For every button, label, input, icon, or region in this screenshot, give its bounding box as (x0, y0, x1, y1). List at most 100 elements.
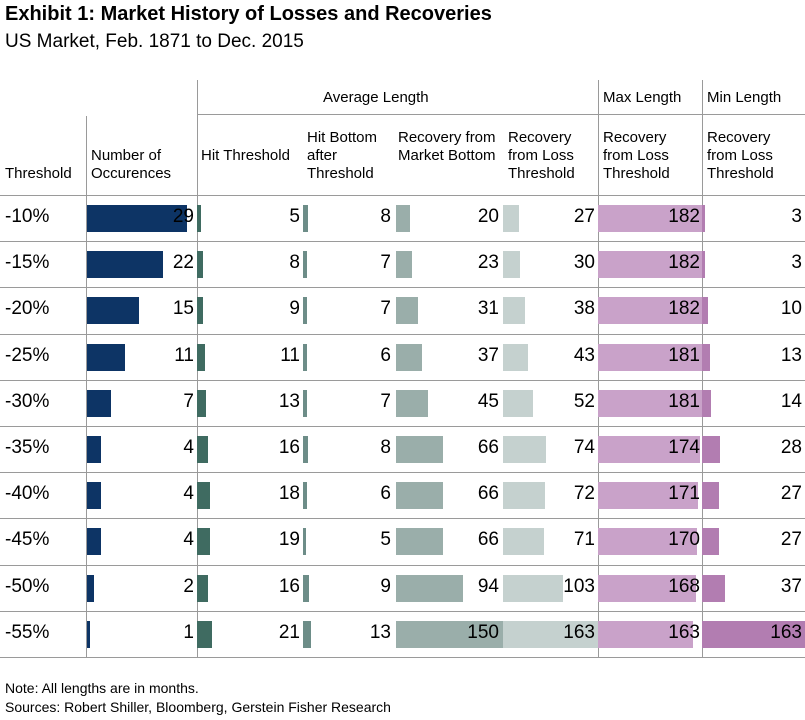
value-occurrences: 11 (174, 344, 194, 366)
value-recovery-loss-threshold-min: 3 (791, 206, 802, 227)
bar-recovery-market-bottom (396, 482, 444, 510)
header-recovery-market-bottom: Recovery from Market Bottom (398, 129, 496, 164)
row-divider (0, 472, 805, 474)
row-divider (0, 426, 805, 427)
value-recovery-loss-threshold-avg: 71 (573, 529, 595, 551)
bar-hit-threshold (197, 436, 209, 463)
header-threshold: Threshold (5, 165, 72, 182)
bar-occurrences (87, 482, 101, 510)
bar-recovery-loss-threshold-max (598, 251, 702, 279)
bar-hit-threshold (197, 205, 201, 232)
group-header-rule (197, 114, 805, 115)
bar-hit-threshold (197, 620, 212, 648)
bar-recovery-loss-threshold-min (702, 574, 726, 602)
row-label-threshold: -35% (5, 437, 50, 458)
bar-hit-threshold (197, 343, 205, 371)
bar-recovery-loss-threshold-min (702, 436, 720, 463)
bar-hit-bottom (303, 620, 312, 648)
value-recovery-loss-threshold-max: 182 (668, 252, 700, 274)
value-recovery-loss-threshold-avg: 52 (573, 390, 595, 412)
row-divider (0, 379, 805, 381)
bar-hit-bottom (303, 343, 307, 371)
value-recovery-loss-threshold-avg: 27 (573, 206, 595, 227)
bar-occurrences (87, 574, 94, 602)
bar-recovery-loss-threshold-max (598, 343, 702, 371)
bar-recovery-market-bottom (396, 436, 444, 463)
header-hit-threshold: Hit Threshold (201, 147, 290, 164)
value-recovery-loss-threshold-min: 28 (780, 437, 802, 458)
bar-occurrences (87, 297, 139, 325)
note-text: Note: All lengths are in months. (5, 680, 199, 696)
bar-recovery-loss-threshold-max (598, 389, 702, 417)
value-hit-bottom: 8 (380, 206, 391, 227)
row-divider (0, 518, 805, 520)
bar-hit-threshold (197, 528, 211, 556)
bar-hit-bottom (303, 436, 308, 463)
value-recovery-loss-threshold-avg: 43 (573, 344, 595, 366)
bar-recovery-market-bottom (396, 389, 429, 417)
row-divider (0, 657, 805, 658)
bar-recovery-loss-threshold-min (702, 297, 709, 325)
value-recovery-loss-threshold-avg: 38 (573, 298, 595, 320)
bar-recovery-loss-threshold-min (702, 205, 705, 232)
bar-hit-threshold (197, 574, 209, 602)
chart-subtitle: US Market, Feb. 1871 to Dec. 2015 (5, 31, 304, 52)
value-recovery-loss-threshold-max: 163 (668, 621, 700, 643)
value-recovery-market-bottom: 150 (467, 621, 499, 643)
value-recovery-loss-threshold-avg: 72 (573, 483, 595, 505)
value-recovery-market-bottom: 20 (477, 206, 499, 227)
value-hit-threshold: 13 (278, 390, 300, 412)
row-divider (0, 195, 805, 196)
bar-occurrences (87, 436, 101, 463)
bar-recovery-market-bottom (396, 528, 444, 556)
value-recovery-loss-threshold-min: 163 (770, 621, 802, 643)
value-recovery-loss-threshold-avg: 103 (563, 575, 595, 597)
bar-recovery-loss-threshold-max (598, 482, 698, 510)
bar-recovery-loss-threshold-avg (503, 482, 545, 510)
bar-hit-bottom (303, 574, 309, 602)
value-recovery-loss-threshold-max: 168 (668, 575, 700, 597)
bar-hit-bottom (303, 205, 308, 232)
bar-recovery-market-bottom (396, 251, 413, 279)
sources-text: Sources: Robert Shiller, Bloomberg, Gers… (5, 699, 391, 715)
value-recovery-loss-threshold-avg: 74 (573, 437, 595, 458)
bar-occurrences (87, 205, 187, 232)
value-hit-bottom: 8 (380, 437, 391, 458)
row-divider (0, 564, 805, 566)
value-hit-threshold: 21 (278, 621, 300, 643)
value-hit-bottom: 6 (380, 344, 391, 366)
value-occurrences: 4 (183, 483, 194, 505)
row-label-threshold: -40% (5, 483, 50, 505)
value-recovery-loss-threshold-avg: 30 (573, 252, 595, 274)
value-hit-bottom: 5 (380, 529, 391, 551)
bar-recovery-loss-threshold-avg (503, 343, 529, 371)
value-recovery-loss-threshold-max: 181 (668, 344, 700, 366)
bar-hit-threshold (197, 297, 204, 325)
value-recovery-market-bottom: 66 (477, 437, 499, 458)
bar-recovery-market-bottom (396, 205, 411, 232)
value-hit-threshold: 11 (280, 344, 300, 366)
row-label-threshold: -45% (5, 529, 50, 551)
value-recovery-market-bottom: 94 (477, 575, 499, 597)
bar-hit-threshold (197, 389, 207, 417)
bar-occurrences (87, 251, 163, 279)
bar-recovery-loss-threshold-avg (503, 620, 598, 648)
row-divider (0, 287, 805, 289)
group-header-min: Min Length (707, 89, 782, 106)
value-hit-bottom: 13 (369, 621, 391, 643)
value-recovery-loss-threshold-max: 170 (668, 529, 700, 551)
bar-occurrences (87, 389, 112, 417)
bar-recovery-loss-threshold-max (598, 528, 698, 556)
value-recovery-loss-threshold-max: 174 (668, 437, 700, 458)
row-label-threshold: -20% (5, 298, 50, 320)
bar-hit-bottom (303, 528, 307, 556)
value-hit-threshold: 8 (289, 252, 300, 274)
value-recovery-loss-threshold-max: 181 (668, 390, 700, 412)
value-recovery-market-bottom: 23 (477, 252, 499, 274)
value-recovery-market-bottom: 66 (477, 483, 499, 505)
value-hit-threshold: 16 (278, 437, 300, 458)
value-recovery-loss-threshold-min: 10 (780, 298, 802, 320)
row-label-threshold: -25% (5, 344, 50, 366)
row-label-threshold: -10% (5, 206, 50, 227)
value-recovery-loss-threshold-min: 3 (791, 252, 802, 274)
